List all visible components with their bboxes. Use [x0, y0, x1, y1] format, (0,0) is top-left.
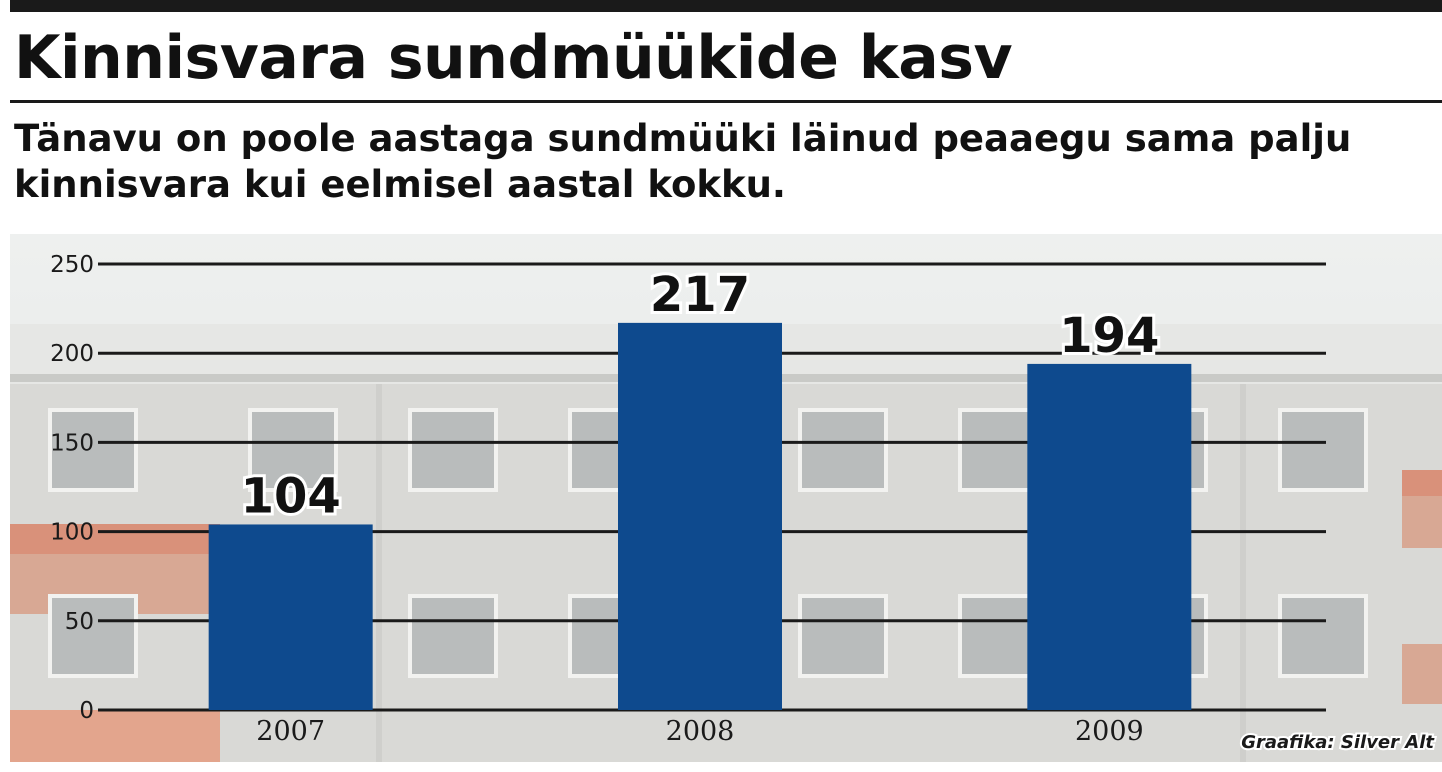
- y-tick-label: 0: [79, 698, 94, 724]
- title-rule: [10, 100, 1442, 103]
- chart-area: 0 50 100 150 200 250 2007 2008 2009 104 217 194 G…: [10, 234, 1442, 762]
- data-label-2007: 104: [241, 468, 341, 524]
- x-tick-label: 2008: [666, 716, 735, 747]
- y-tick-label: 200: [50, 341, 94, 367]
- data-label-2009: 194: [1059, 308, 1159, 364]
- chart-title: Kinnisvara sundmüükide kasv: [14, 23, 1013, 93]
- bars: [208, 322, 1192, 710]
- bar-chart: 0 50 100 150 200 250 2007 2008 2009 104 217 194 G…: [10, 234, 1442, 762]
- data-label-2008: 217: [650, 267, 750, 323]
- y-tick-label: 150: [50, 430, 94, 456]
- chart-credit: Graafika: Silver Alt: [1241, 732, 1435, 753]
- y-axis: 0 50 100 150 200 250: [50, 252, 94, 724]
- chart-subtitle: Tänavu on poole aastaga sundmüüki läinud…: [14, 117, 1352, 206]
- y-tick-label: 100: [50, 520, 94, 546]
- bar-2008: [618, 322, 782, 710]
- y-tick-label: 50: [65, 609, 94, 635]
- y-tick-label: 250: [50, 252, 94, 278]
- x-axis: 2007 2008 2009: [256, 716, 1143, 747]
- top-bar: [10, 0, 1442, 12]
- bar-2009: [1027, 363, 1192, 710]
- x-tick-label: 2007: [256, 716, 325, 747]
- x-tick-label: 2009: [1075, 716, 1144, 747]
- data-labels: 104 217 194: [238, 264, 1163, 528]
- bar-2007: [208, 524, 373, 710]
